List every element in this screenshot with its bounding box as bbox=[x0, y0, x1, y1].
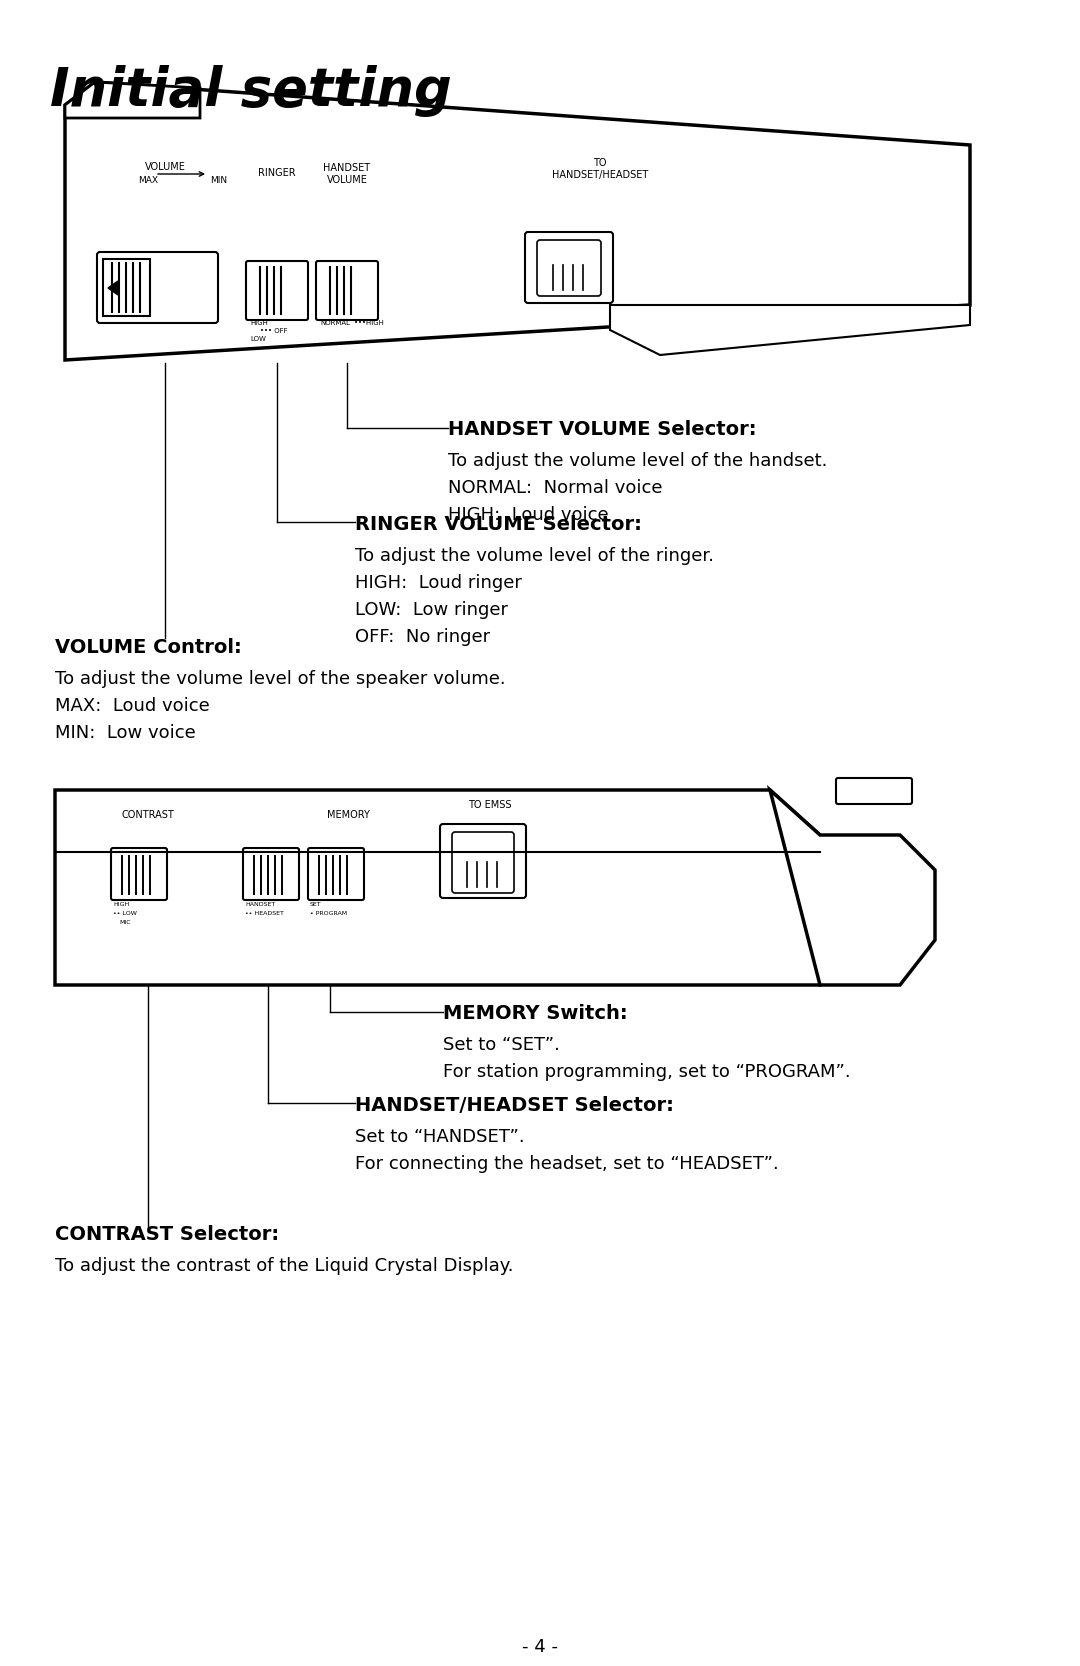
Text: NORMAL: NORMAL bbox=[320, 320, 350, 327]
Text: HANDSET: HANDSET bbox=[245, 901, 275, 906]
Text: RINGER VOLUME Selector:: RINGER VOLUME Selector: bbox=[355, 515, 642, 535]
Text: LOW: LOW bbox=[249, 337, 266, 342]
Text: To adjust the contrast of the Liquid Crystal Display.: To adjust the contrast of the Liquid Cry… bbox=[55, 1258, 513, 1274]
Polygon shape bbox=[65, 82, 200, 118]
FancyBboxPatch shape bbox=[453, 831, 514, 893]
Text: HANDSET/HEADSET Selector:: HANDSET/HEADSET Selector: bbox=[355, 1096, 674, 1115]
Polygon shape bbox=[65, 82, 970, 360]
Text: LOW:  Low ringer: LOW: Low ringer bbox=[355, 601, 508, 620]
Polygon shape bbox=[108, 282, 118, 295]
FancyBboxPatch shape bbox=[836, 778, 912, 805]
Text: To adjust the volume level of the ringer.: To adjust the volume level of the ringer… bbox=[355, 546, 714, 565]
Text: MEMORY Switch:: MEMORY Switch: bbox=[443, 1005, 627, 1023]
FancyBboxPatch shape bbox=[246, 262, 308, 320]
Text: HIGH: HIGH bbox=[113, 901, 130, 906]
Text: •••HIGH: •••HIGH bbox=[354, 320, 383, 327]
Polygon shape bbox=[610, 305, 970, 355]
Text: HIGH:  Loud voice: HIGH: Loud voice bbox=[448, 506, 609, 525]
FancyBboxPatch shape bbox=[308, 848, 364, 900]
Text: TO EMSS: TO EMSS bbox=[469, 800, 512, 810]
FancyBboxPatch shape bbox=[440, 825, 526, 898]
Text: •• LOW: •• LOW bbox=[113, 911, 137, 916]
Text: CONTRAST Selector:: CONTRAST Selector: bbox=[55, 1225, 279, 1245]
Text: HANDSET
VOLUME: HANDSET VOLUME bbox=[323, 163, 370, 185]
Text: SET: SET bbox=[310, 901, 322, 906]
Text: RINGER: RINGER bbox=[258, 168, 296, 178]
Text: CONTRAST: CONTRAST bbox=[122, 810, 174, 820]
FancyBboxPatch shape bbox=[537, 240, 600, 297]
FancyBboxPatch shape bbox=[111, 848, 167, 900]
Text: HIGH: HIGH bbox=[249, 320, 268, 327]
Text: MIN:  Low voice: MIN: Low voice bbox=[55, 725, 195, 741]
Text: Set to “SET”.: Set to “SET”. bbox=[443, 1036, 559, 1055]
Text: - 4 -: - 4 - bbox=[522, 1638, 558, 1656]
FancyBboxPatch shape bbox=[525, 232, 613, 303]
Text: MIN: MIN bbox=[210, 177, 227, 185]
FancyBboxPatch shape bbox=[243, 848, 299, 900]
Text: MEMORY: MEMORY bbox=[326, 810, 369, 820]
Text: VOLUME Control:: VOLUME Control: bbox=[55, 638, 242, 656]
FancyBboxPatch shape bbox=[97, 252, 218, 323]
Text: To adjust the volume level of the handset.: To adjust the volume level of the handse… bbox=[448, 451, 827, 470]
Text: HANDSET VOLUME Selector:: HANDSET VOLUME Selector: bbox=[448, 420, 756, 440]
Text: Initial setting: Initial setting bbox=[50, 65, 451, 117]
Text: For connecting the headset, set to “HEADSET”.: For connecting the headset, set to “HEAD… bbox=[355, 1155, 779, 1173]
Text: • PROGRAM: • PROGRAM bbox=[310, 911, 347, 916]
Text: MAX: MAX bbox=[138, 177, 158, 185]
Text: HIGH:  Loud ringer: HIGH: Loud ringer bbox=[355, 575, 522, 591]
Text: Set to “HANDSET”.: Set to “HANDSET”. bbox=[355, 1128, 525, 1146]
Text: ••• OFF: ••• OFF bbox=[260, 328, 287, 333]
Polygon shape bbox=[770, 790, 935, 985]
Text: To adjust the volume level of the speaker volume.: To adjust the volume level of the speake… bbox=[55, 670, 505, 688]
Text: For station programming, set to “PROGRAM”.: For station programming, set to “PROGRAM… bbox=[443, 1063, 851, 1081]
Text: OFF:  No ringer: OFF: No ringer bbox=[355, 628, 490, 646]
Text: MAX:  Loud voice: MAX: Loud voice bbox=[55, 696, 210, 715]
Text: VOLUME: VOLUME bbox=[145, 162, 186, 172]
FancyBboxPatch shape bbox=[316, 262, 378, 320]
Text: •• HEADSET: •• HEADSET bbox=[245, 911, 284, 916]
Text: MIC: MIC bbox=[119, 920, 131, 925]
Text: TO
HANDSET/HEADSET: TO HANDSET/HEADSET bbox=[552, 158, 648, 180]
Polygon shape bbox=[55, 790, 820, 985]
Text: NORMAL:  Normal voice: NORMAL: Normal voice bbox=[448, 480, 662, 496]
FancyBboxPatch shape bbox=[103, 258, 150, 317]
